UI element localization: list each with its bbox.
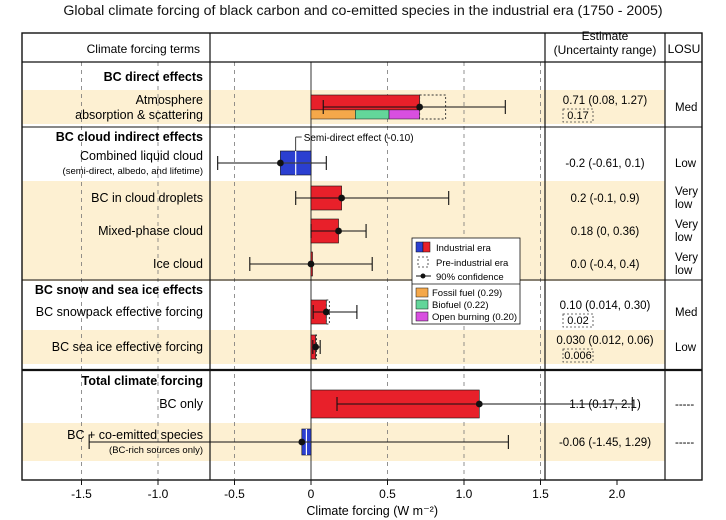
losu-value: low <box>675 199 693 211</box>
row-sublabel: (semi-direct, albedo, and lifetime) <box>63 166 203 177</box>
estimate-value: -0.2 (-0.61, 0.1) <box>565 158 644 170</box>
legend-swatch-source <box>415 311 429 322</box>
losu-value: Low <box>675 342 697 354</box>
legend-label: Pre-industrial era <box>436 258 509 269</box>
estimate-preindustrial: 0.006 <box>564 350 592 362</box>
losu-value: low <box>675 265 693 277</box>
losu-value: ----- <box>675 437 694 449</box>
estimate-value: 0.10 (0.014, 0.30) <box>560 300 651 312</box>
best-estimate-point <box>312 343 319 351</box>
legend-label: Open burning (0.20) <box>432 312 517 323</box>
x-tick-label: 1.0 <box>456 487 473 501</box>
row-label: BC snowpack effective forcing <box>36 305 203 319</box>
best-estimate-point <box>416 103 424 111</box>
bar-industrial <box>310 94 420 111</box>
header-estimate: Estimate <box>582 29 629 43</box>
header-uncertainty: (Uncertainty range) <box>554 43 657 57</box>
x-tick-label: 0.5 <box>379 487 396 501</box>
estimate-value: 0.030 (0.012, 0.06) <box>556 335 653 347</box>
row-label: Mixed-phase cloud <box>98 224 203 238</box>
group-heading: Total climate forcing <box>82 374 203 388</box>
table-frame <box>21 32 703 481</box>
x-axis: -1.5 -1.0 -0.5 0 0.5 1.0 1.5 2.0 Climate forcing… <box>71 480 626 518</box>
row-label: BC sea ice effective forcing <box>52 340 203 354</box>
legend-label: Industrial era <box>436 243 492 254</box>
best-estimate-point <box>338 194 345 202</box>
estimate-value: 0.2 (-0.1, 0.9) <box>570 193 639 205</box>
legend-swatch-preindustrial <box>417 256 429 268</box>
estimate-value: 0.18 (0, 0.36) <box>571 226 640 238</box>
estimate-preindustrial-box <box>562 313 594 328</box>
estimate-preindustrial: 0.17 <box>567 110 588 122</box>
x-tick-label: -0.5 <box>224 487 245 501</box>
group-heading: BC cloud indirect effects <box>56 130 203 144</box>
losu-value: Med <box>675 102 697 114</box>
estimate-value: 1.1 (0.17, 2.1) <box>569 399 641 411</box>
legend-swatch-negative <box>415 241 424 253</box>
best-estimate-point <box>335 227 342 235</box>
chart-title: Global climate forcing of black carbon a… <box>63 3 663 19</box>
legend-swatch-source <box>415 287 429 298</box>
losu-value: Very <box>675 186 698 198</box>
best-estimate-point <box>307 260 315 268</box>
row-label: BC + co-emitted species <box>67 428 203 442</box>
x-axis-label: Climate forcing (W m⁻²) <box>306 504 438 518</box>
estimate-preindustrial-box <box>562 348 594 363</box>
losu-value: low <box>675 232 693 244</box>
legend-swatch-source <box>415 299 429 310</box>
legend-box <box>411 237 521 325</box>
legend: Industrial era Pre-industrial era 90% conf… <box>411 237 521 325</box>
estimate-value: -0.06 (-1.45, 1.29) <box>559 437 651 449</box>
best-estimate-point <box>298 438 306 446</box>
outer-border <box>21 32 703 481</box>
legend-label: 90% confidence <box>436 272 504 283</box>
bar-source-0 <box>310 109 356 120</box>
best-estimate-point <box>277 159 284 167</box>
row-label: Atmosphere <box>136 93 203 107</box>
estimate-preindustrial-box <box>562 108 594 123</box>
x-tick-label: 0 <box>308 487 315 501</box>
losu-value: Very <box>675 219 698 231</box>
bars: Semi-direct effect (-0.10) <box>88 94 633 456</box>
best-estimate-point <box>475 400 483 408</box>
bar-source-1 <box>355 109 390 120</box>
column-headers: Climate forcing terms Estimate(Uncertaint… <box>87 29 701 57</box>
estimate-preindustrial: 0.02 <box>567 315 588 327</box>
estimate-column: 0.71 (0.08, 1.27) 0.17 -0.2 (-0.61, 0.1) 0.… <box>556 95 653 449</box>
x-tick-label: -1.0 <box>148 487 169 501</box>
bar-preindustrial <box>325 299 330 325</box>
header-terms: Climate forcing terms <box>87 42 200 56</box>
row-sublabel: (BC-rich sources only) <box>109 445 203 456</box>
row-label: Ice cloud <box>153 257 203 271</box>
losu-value: Low <box>675 158 697 170</box>
row-labels: BC direct effects BC cloud indirect effec… <box>35 70 204 456</box>
row-sublabel: absorption & scattering <box>75 108 203 122</box>
estimate-value: 0.71 (0.08, 1.27) <box>563 95 648 107</box>
group-heading: BC direct effects <box>104 70 203 84</box>
annotation-label: Semi-direct effect (-0.10) <box>304 133 414 144</box>
legend-label: Fossil fuel (0.29) <box>432 288 502 299</box>
losu-value: Med <box>675 307 697 319</box>
legend-label: Biofuel (0.22) <box>432 300 489 311</box>
row-label: BC in cloud droplets <box>91 191 203 205</box>
best-estimate-point <box>322 308 330 316</box>
row-label: Combined liquid cloud <box>80 149 203 163</box>
legend-swatch-point <box>420 273 426 279</box>
group-heading: BC snow and sea ice effects <box>35 283 203 297</box>
legend-swatch-industrial <box>422 241 431 253</box>
bar-source-2 <box>388 109 420 120</box>
losu-value: Very <box>675 252 698 264</box>
row-band <box>22 330 665 364</box>
losu-column: MedLowVerylowVerylowVerylowMedLow-------… <box>675 102 698 449</box>
x-tick-label: 2.0 <box>609 487 626 501</box>
x-tick-label: -1.5 <box>71 487 92 501</box>
row-label: BC only <box>159 397 204 411</box>
losu-value: ----- <box>675 399 694 411</box>
header-losu: LOSU <box>668 42 701 56</box>
row-bands <box>22 90 665 461</box>
estimate-value: 0.0 (-0.4, 0.4) <box>570 259 639 271</box>
x-tick-label: 1.5 <box>532 487 549 501</box>
